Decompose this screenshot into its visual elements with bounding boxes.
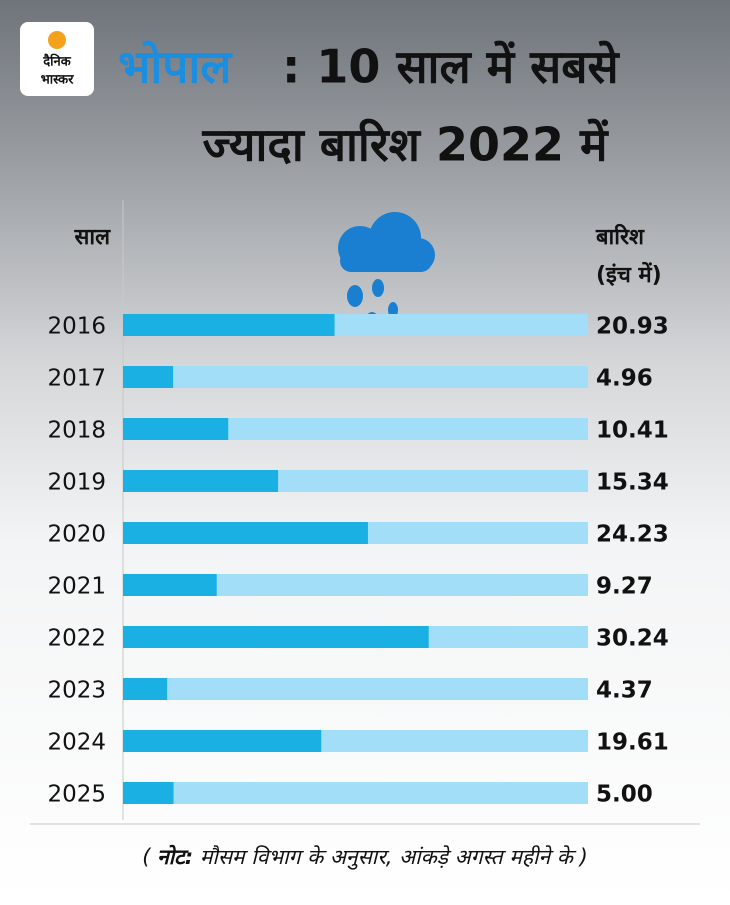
category-label: 2025 — [47, 782, 106, 808]
bar — [123, 782, 174, 804]
bar-track — [123, 366, 588, 388]
value-header: (इंच में) — [596, 261, 662, 288]
category-label: 2020 — [47, 522, 106, 548]
category-label: 2022 — [47, 626, 106, 652]
title-highlight: भोपाल — [118, 40, 233, 94]
value-label: 30.24 — [596, 626, 669, 652]
note-text: मौसम विभाग के अनुसार, आंकड़े अगस्त महीने… — [200, 845, 577, 870]
category-label: 2016 — [47, 314, 106, 340]
paren: ) — [573, 845, 588, 869]
bar — [123, 366, 174, 388]
category-label: 2024 — [47, 730, 106, 756]
value-label: 9.27 — [596, 574, 653, 600]
category-label: 2021 — [47, 574, 106, 600]
category-label: 2023 — [47, 678, 106, 704]
chart-title: ज्यादा बारिश 2022 में — [201, 118, 609, 172]
bar — [123, 626, 429, 648]
value-label: 19.61 — [596, 730, 669, 756]
note-label: नोट: — [157, 844, 193, 869]
bar-track — [123, 418, 588, 440]
category-label: 2017 — [47, 366, 106, 392]
logo-box — [20, 22, 94, 96]
bar-track — [123, 782, 588, 804]
logo-sun — [48, 31, 66, 49]
logo-text: भास्कर — [41, 73, 75, 88]
bar — [123, 678, 168, 700]
category-header: साल — [74, 225, 112, 250]
paren: ( — [142, 845, 157, 869]
bar — [123, 574, 217, 596]
value-label: 4.37 — [596, 678, 653, 704]
value-header: बारिश — [595, 223, 645, 250]
note: ( नोट: मौसम विभाग के अनुसार, आंकड़े अगस्… — [142, 844, 588, 870]
value-label: 10.41 — [596, 418, 669, 444]
value-label: 20.93 — [596, 314, 669, 340]
bar — [123, 470, 279, 492]
note-text — [193, 845, 200, 869]
value-label: 5.00 — [596, 782, 653, 808]
value-label: 4.96 — [596, 366, 653, 392]
category-label: 2019 — [47, 470, 106, 496]
value-label: 24.23 — [596, 522, 669, 548]
bar — [123, 418, 229, 440]
cloud-icon — [338, 212, 435, 332]
chart-title: : 10 साल में सबसे — [282, 40, 621, 94]
bar-track — [123, 574, 588, 596]
value-label: 15.34 — [596, 470, 669, 496]
category-label: 2018 — [47, 418, 106, 444]
bar — [123, 730, 322, 752]
bar — [123, 314, 335, 336]
bar — [123, 522, 368, 544]
bar-track — [123, 678, 588, 700]
logo-text: दैनिक — [42, 54, 71, 70]
